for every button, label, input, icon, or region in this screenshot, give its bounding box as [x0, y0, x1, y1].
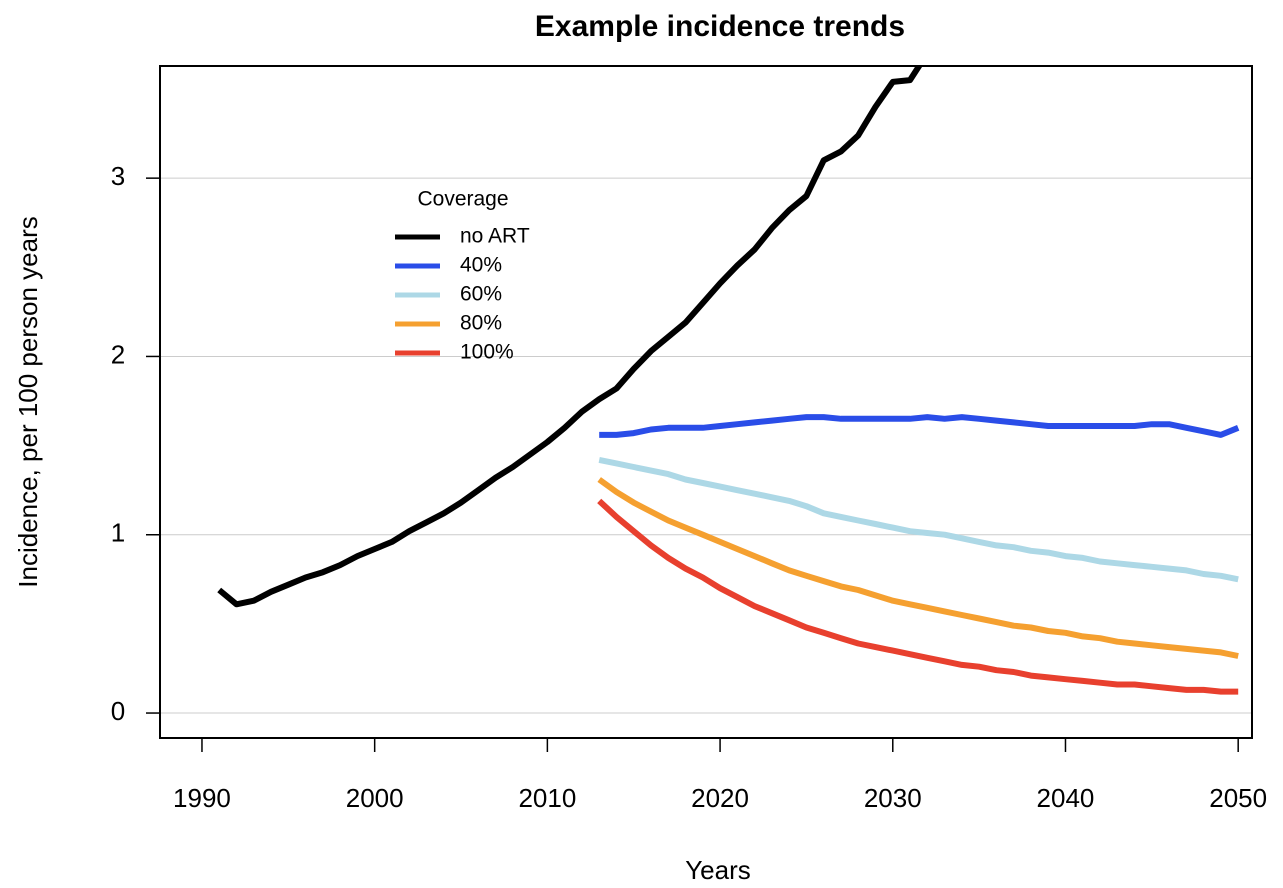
- y-axis-label: Incidence, per 100 person years: [13, 216, 43, 587]
- y-tick-label: 2: [111, 339, 125, 369]
- plot-area: [217, 66, 1240, 695]
- series-line: [597, 498, 1239, 695]
- legend-title: Coverage: [417, 188, 508, 211]
- legend-label: no ART: [460, 225, 530, 248]
- series-line: [217, 66, 923, 608]
- y-tick-label: 3: [111, 161, 125, 191]
- series-line: [598, 456, 1239, 583]
- x-tick-label: 2010: [518, 783, 576, 813]
- legend-label: 80%: [460, 312, 502, 335]
- y-tick-label: 1: [111, 518, 125, 548]
- legend-label: 40%: [460, 254, 502, 277]
- chart-title: Example incidence trends: [535, 10, 905, 43]
- x-tick-label: 2040: [1037, 783, 1095, 813]
- x-axis-label: Years: [685, 855, 751, 885]
- x-tick-label: 1990: [173, 783, 231, 813]
- plot-frame: [159, 65, 1253, 739]
- legend-label: 100%: [460, 341, 514, 364]
- x-tick-label: 2020: [691, 783, 749, 813]
- y-tick-label: 0: [111, 696, 125, 726]
- x-tick-label: 2000: [346, 783, 404, 813]
- x-tick-label: 2050: [1209, 783, 1267, 813]
- series-line: [599, 414, 1240, 438]
- legend-label: 60%: [460, 283, 502, 306]
- x-tick-label: 2030: [864, 783, 922, 813]
- series-line: [597, 477, 1239, 659]
